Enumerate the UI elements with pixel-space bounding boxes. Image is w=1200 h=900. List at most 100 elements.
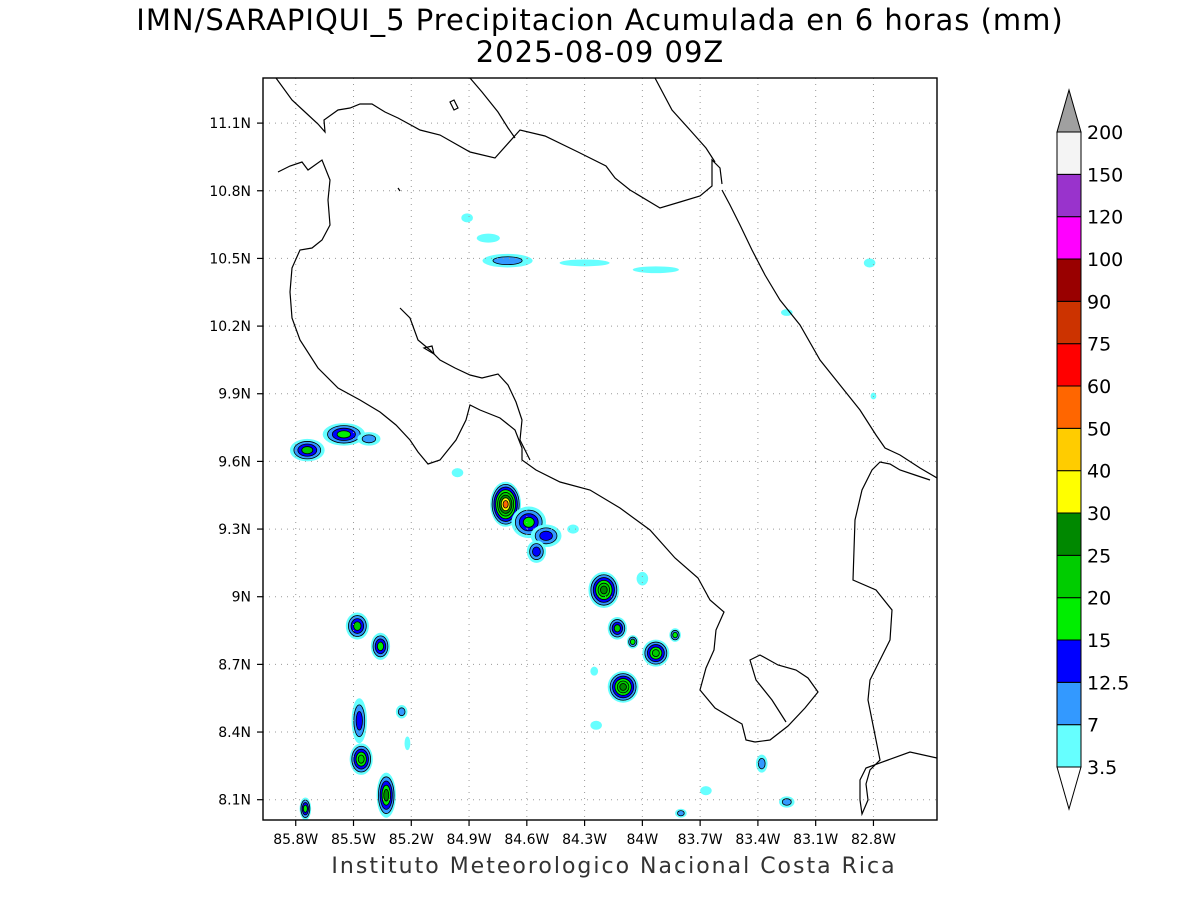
legend-over-arrow	[1056, 88, 1082, 133]
legend-label: 15	[1087, 630, 1111, 652]
lon-tick-label: 85.8W	[273, 832, 318, 848]
lon-tick-label: 84W	[627, 832, 659, 848]
lon-tick-label: 83.1W	[793, 832, 838, 848]
legend-swatch	[1056, 131, 1082, 175]
small-island-2	[422, 345, 435, 356]
lat-tick-label: 8.4N	[218, 725, 251, 741]
precip-level-4	[629, 638, 636, 646]
map-timestamp: 2025-08-09 09Z	[475, 35, 725, 69]
precip-level-1	[461, 213, 473, 223]
lat-tick-label: 11.1N	[209, 116, 251, 132]
map-footer: Instituto Meteorologico Nacional Costa R…	[331, 854, 897, 879]
lon-tick-label: 84.3W	[562, 832, 607, 848]
precip-level-4	[336, 430, 352, 439]
precip-level-2	[361, 434, 377, 444]
precip-cell-pacific-cell-2	[567, 524, 579, 534]
precip-level-3	[532, 546, 541, 557]
precip-cell-central-pacific-tail-3	[526, 540, 547, 563]
color-legend: 3.5 7 12.5 15 20 25 30 40 50 60 75 90 100 120 150 200	[1056, 88, 1129, 811]
precip-cell-southwest-cell-4	[349, 743, 373, 775]
precip-cell-nicoya-cell-1	[289, 438, 325, 462]
precip-cell-northern-band-4	[559, 259, 610, 267]
legend-swatch	[1056, 512, 1082, 556]
legend-label: 7	[1087, 715, 1099, 737]
caribbean-north-shore	[654, 78, 716, 163]
precip-level-1	[567, 524, 579, 534]
legend-label: 40	[1087, 461, 1111, 483]
lon-tick-label: 84.9W	[447, 832, 492, 848]
precip-level-1	[700, 786, 712, 796]
precip-cell-southeast-cell-2	[700, 786, 712, 796]
precip-level-1	[404, 736, 411, 751]
precip-cell-osa-cell-2	[626, 635, 639, 649]
legend-swatch	[1056, 343, 1082, 387]
precip-level-4	[522, 516, 535, 528]
precip-cell-southeast-cell-1	[755, 754, 768, 773]
precip-level-5	[357, 754, 365, 764]
lake-nicaragua-shore	[469, 78, 516, 139]
precip-level-1	[559, 259, 610, 267]
legend-swatch	[1056, 639, 1082, 683]
longitude-axis: 85.8W 85.5W 85.2W 84.9W 84.6W 84.3W 84W 83.7W 83…	[273, 820, 896, 848]
lon-tick-label: 82.8W	[851, 832, 896, 848]
legend-label: 90	[1087, 291, 1111, 313]
precip-cell-osa-cell-1	[607, 617, 627, 640]
precip-level-3	[539, 530, 553, 541]
caribbean-coast	[721, 189, 937, 479]
precip-level-6	[600, 585, 608, 595]
precip-cell-osa-cell-4	[642, 639, 670, 667]
precip-cell-southwest-cell-1	[345, 612, 369, 640]
precip-cell-pacific-cell-1	[451, 468, 464, 478]
legend-swatch	[1056, 216, 1082, 260]
legend-label: 150	[1087, 164, 1123, 186]
precip-cell-caribbean-cell-2	[781, 309, 793, 316]
graticule	[263, 78, 937, 820]
precip-cell-central-pacific-core	[490, 481, 522, 527]
precip-level-1	[863, 258, 876, 268]
legend-swatch	[1056, 173, 1082, 218]
precip-level-9	[502, 500, 509, 509]
legend-swatch	[1056, 597, 1082, 641]
legend-swatch	[1056, 554, 1082, 599]
legend-swatch	[1056, 427, 1082, 472]
precip-cell-nicoya-cell-3	[357, 432, 381, 446]
precip-cell-southeast-cell-4	[675, 808, 687, 818]
precip-level-4	[302, 804, 308, 813]
legend-swatch	[1056, 724, 1082, 768]
legend-under-arrow	[1056, 766, 1082, 811]
precip-cell-southwest-cell-3	[351, 698, 367, 744]
precip-cell-southwest-cell-7	[299, 797, 312, 820]
precip-cell-southwest-cell-8	[404, 736, 411, 751]
legend-swatch	[1056, 681, 1082, 726]
precip-level-2	[757, 757, 766, 770]
legend-label: 20	[1087, 588, 1111, 610]
lat-tick-label: 8.1N	[218, 793, 251, 809]
precip-cell-northern-band-3	[482, 253, 533, 268]
precip-level-1	[636, 571, 649, 586]
legend-label: 75	[1087, 334, 1111, 356]
latitude-axis: 11.1N 10.8N 10.5N 10.2N 9.9N 9.6N 9.3N 9N 8.7N 8.…	[209, 116, 263, 809]
legend-label: 100	[1087, 249, 1123, 271]
precip-cell-northern-band-2	[476, 233, 500, 243]
precip-level-2	[677, 810, 685, 817]
coastline-layer	[275, 78, 937, 817]
legend-label: 25	[1087, 545, 1111, 567]
small-island-1	[449, 99, 459, 111]
precip-cell-northern-band-5	[632, 266, 679, 274]
legend-label: 60	[1087, 376, 1111, 398]
lat-tick-label: 8.7N	[218, 657, 251, 673]
map-frame	[262, 77, 938, 821]
precip-level-2	[397, 707, 406, 717]
precip-level-5	[301, 446, 314, 455]
pacific-coast-west	[277, 159, 756, 743]
lon-tick-label: 83.4W	[735, 832, 780, 848]
lat-tick-label: 10.8N	[209, 184, 251, 200]
legend-label: 200	[1087, 122, 1123, 144]
precip-cell-southeast-cell-3	[779, 796, 795, 808]
precip-level-2	[492, 256, 523, 266]
legend-swatch	[1056, 470, 1082, 514]
precip-cell-osa-cell-5	[669, 628, 681, 642]
nicaragua-coast-nw	[275, 78, 723, 209]
map-title: IMN/SARAPIQUI_5 Precipitacion Acumulada …	[136, 3, 1064, 37]
lon-tick-label: 83.7W	[678, 832, 723, 848]
